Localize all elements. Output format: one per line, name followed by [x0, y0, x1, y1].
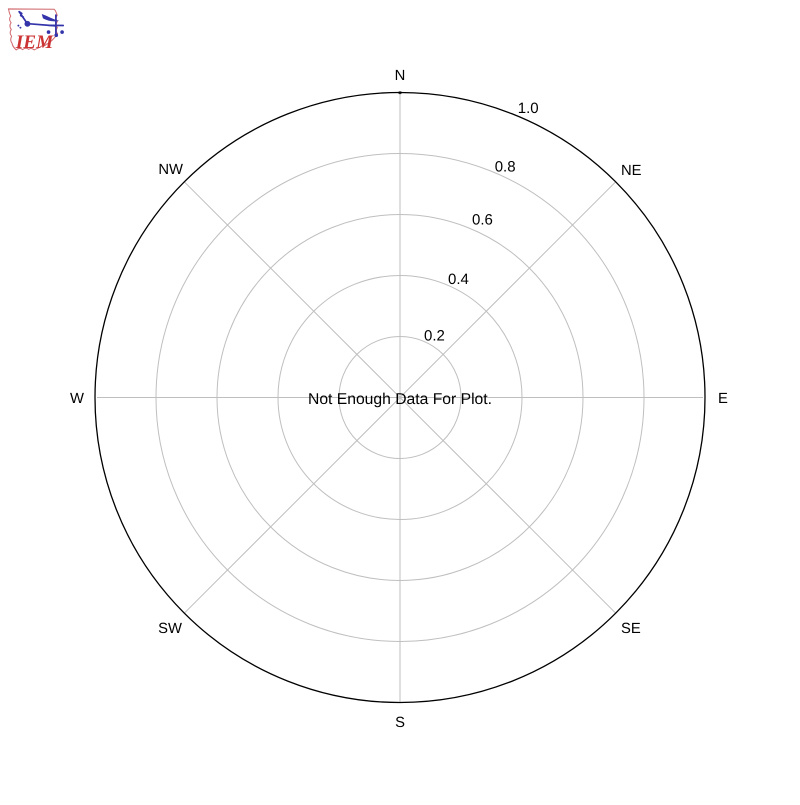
svg-text:NE: NE [621, 163, 642, 179]
svg-text:NW: NW [158, 162, 183, 178]
svg-text:E: E [718, 391, 728, 407]
svg-text:S: S [395, 715, 405, 731]
svg-text:Not Enough Data For Plot.: Not Enough Data For Plot. [308, 391, 492, 408]
svg-text:0.6: 0.6 [472, 211, 493, 228]
svg-text:1.0: 1.0 [518, 100, 539, 117]
svg-text:W: W [70, 391, 84, 407]
svg-text:IEM: IEM [15, 31, 54, 52]
svg-text:0.4: 0.4 [448, 271, 469, 288]
svg-text:SE: SE [621, 621, 641, 637]
svg-text:N: N [395, 68, 406, 84]
svg-text:0.8: 0.8 [495, 159, 516, 176]
svg-text:SW: SW [158, 621, 182, 637]
svg-text:0.2: 0.2 [424, 328, 445, 345]
